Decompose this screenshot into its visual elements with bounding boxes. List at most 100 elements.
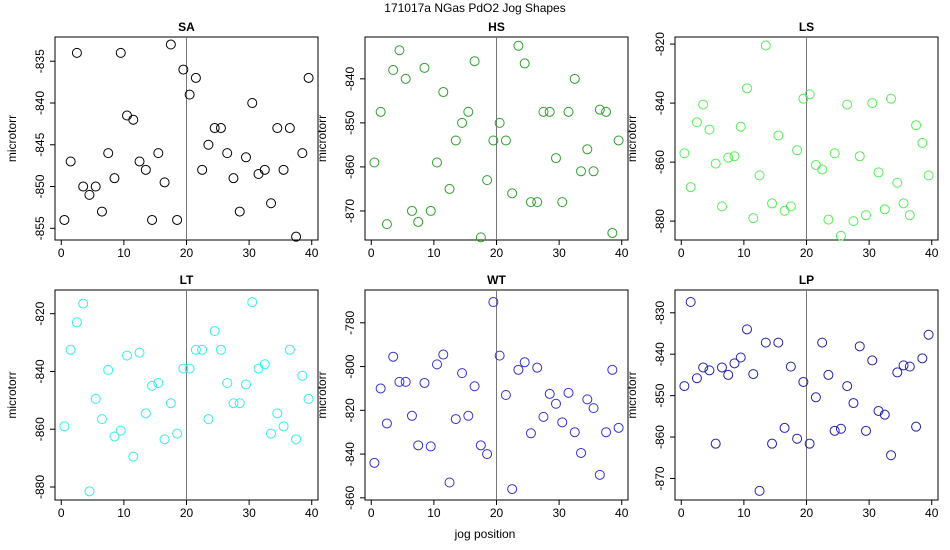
point: [381, 418, 392, 429]
point: [71, 47, 82, 58]
point: [209, 326, 220, 337]
point: [259, 164, 270, 175]
point: [810, 160, 821, 171]
x-tick-label: 20: [180, 506, 194, 520]
point: [507, 188, 518, 199]
point: [532, 362, 543, 373]
point: [748, 369, 759, 380]
point: [785, 361, 796, 372]
y-tick-label: -820: [33, 301, 47, 325]
point: [742, 324, 753, 335]
point: [103, 365, 114, 376]
point: [685, 182, 696, 193]
panel-title: LT: [180, 273, 194, 287]
point: [698, 99, 709, 110]
point: [184, 89, 195, 100]
panel-title: HS: [488, 20, 505, 34]
point: [594, 104, 605, 115]
point: [817, 164, 828, 175]
point: [84, 486, 95, 497]
point: [469, 56, 480, 67]
x-tick-label: 20: [800, 506, 814, 520]
y-tick-label: -850: [343, 111, 357, 135]
point: [59, 421, 70, 432]
point: [911, 120, 922, 131]
point: [923, 170, 934, 181]
point: [563, 106, 574, 117]
point: [557, 417, 568, 428]
point: [394, 376, 405, 387]
point: [917, 353, 928, 364]
point: [698, 362, 709, 373]
y-tick-label: -880: [653, 209, 667, 233]
point: [513, 364, 524, 375]
point: [898, 360, 909, 371]
point: [848, 398, 859, 409]
point: [172, 214, 183, 225]
point: [84, 189, 95, 200]
point: [438, 349, 449, 360]
point: [923, 329, 934, 340]
point: [576, 166, 587, 177]
point: [716, 362, 727, 373]
point: [773, 337, 784, 348]
point: [760, 337, 771, 348]
x-tick-label: 40: [305, 506, 319, 520]
point: [122, 350, 133, 361]
x-tick-label: 30: [552, 506, 566, 520]
x-tick-label: 30: [242, 246, 256, 260]
point: [754, 170, 765, 181]
point: [886, 93, 897, 104]
x-tick-label: 10: [427, 506, 441, 520]
panel-title: SA: [178, 20, 195, 34]
point: [297, 370, 308, 381]
point: [582, 394, 593, 405]
point: [550, 153, 561, 164]
point: [500, 135, 511, 146]
y-tick-label: -870: [653, 466, 667, 490]
y-tick-label: -880: [33, 475, 47, 499]
point: [291, 231, 302, 242]
point: [867, 355, 878, 366]
y-tick-label: -860: [343, 485, 357, 509]
point: [266, 428, 277, 439]
point: [134, 347, 145, 358]
point: [685, 297, 696, 308]
point: [272, 123, 283, 134]
point: [854, 151, 865, 162]
y-tick-label: -850: [33, 174, 47, 198]
point: [96, 206, 107, 217]
point: [78, 181, 89, 192]
y-axis-label: microtorr: [625, 115, 639, 162]
point: [810, 392, 821, 403]
panel-title: LP: [799, 273, 814, 287]
point: [823, 369, 834, 380]
y-tick-label: -835: [33, 49, 47, 73]
point: [538, 411, 549, 422]
point: [90, 181, 101, 192]
point: [469, 381, 480, 392]
point: [723, 152, 734, 163]
panel-title: WT: [487, 273, 506, 287]
point: [178, 64, 189, 75]
point: [197, 344, 208, 355]
point: [432, 157, 443, 168]
x-tick-label: 40: [615, 506, 629, 520]
point: [381, 219, 392, 230]
point: [679, 381, 690, 392]
y-tick-label: -850: [653, 383, 667, 407]
point: [829, 425, 840, 436]
point: [303, 72, 314, 83]
y-tick-label: -820: [343, 398, 357, 422]
x-tick-label: 10: [117, 246, 131, 260]
point: [190, 344, 201, 355]
point: [419, 377, 430, 388]
page-title: 171017a NGas PdO2 Jog Shapes: [384, 1, 565, 15]
point: [278, 421, 289, 432]
point: [767, 438, 778, 449]
y-tick-label: -860: [653, 150, 667, 174]
point: [704, 124, 715, 135]
y-tick-label: -860: [33, 417, 47, 441]
